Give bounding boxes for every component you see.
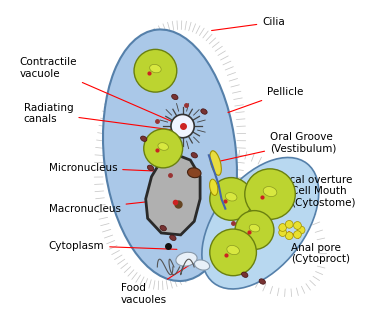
Text: Radiating
canals: Radiating canals — [24, 103, 192, 132]
Ellipse shape — [176, 252, 197, 266]
Circle shape — [297, 226, 305, 234]
Ellipse shape — [242, 272, 248, 277]
Ellipse shape — [225, 193, 237, 201]
Text: Anal pore
(Cytoproct): Anal pore (Cytoproct) — [289, 232, 350, 264]
Ellipse shape — [147, 165, 154, 171]
Text: Buccal overture: Buccal overture — [224, 175, 352, 197]
Ellipse shape — [201, 109, 207, 114]
Circle shape — [285, 220, 293, 228]
Circle shape — [235, 211, 274, 250]
Polygon shape — [146, 153, 200, 235]
Circle shape — [293, 222, 301, 229]
Circle shape — [171, 114, 194, 138]
Ellipse shape — [172, 94, 178, 100]
Ellipse shape — [194, 260, 210, 270]
Ellipse shape — [227, 246, 239, 255]
Circle shape — [144, 129, 183, 168]
Ellipse shape — [210, 151, 221, 175]
Text: Oral Groove
(Vestibulum): Oral Groove (Vestibulum) — [218, 132, 336, 162]
Text: Food
vacuoles: Food vacuoles — [121, 264, 192, 305]
Text: Micronucleus: Micronucleus — [48, 163, 192, 173]
Ellipse shape — [191, 152, 198, 158]
Ellipse shape — [249, 224, 260, 232]
Circle shape — [210, 178, 253, 220]
Circle shape — [293, 231, 301, 238]
Ellipse shape — [259, 279, 265, 284]
Text: Macronucleus: Macronucleus — [48, 199, 170, 214]
Ellipse shape — [210, 179, 218, 196]
Circle shape — [279, 224, 286, 232]
Circle shape — [279, 229, 286, 236]
Circle shape — [210, 229, 256, 276]
Circle shape — [134, 49, 177, 92]
Ellipse shape — [263, 187, 277, 197]
Ellipse shape — [170, 235, 176, 241]
Ellipse shape — [188, 168, 201, 178]
Text: Cytoplasm: Cytoplasm — [48, 241, 177, 250]
Text: Cell Mouth
(Cytostome): Cell Mouth (Cytostome) — [260, 186, 356, 208]
Text: Cilia: Cilia — [212, 17, 285, 30]
Ellipse shape — [103, 29, 237, 281]
Circle shape — [285, 232, 293, 240]
Ellipse shape — [141, 136, 147, 142]
Ellipse shape — [202, 158, 319, 289]
Text: Contractile
vacuole: Contractile vacuole — [20, 57, 180, 125]
Circle shape — [245, 169, 295, 219]
Ellipse shape — [160, 225, 166, 231]
Ellipse shape — [158, 143, 168, 150]
Text: Pellicle: Pellicle — [228, 87, 303, 112]
Ellipse shape — [149, 64, 161, 73]
